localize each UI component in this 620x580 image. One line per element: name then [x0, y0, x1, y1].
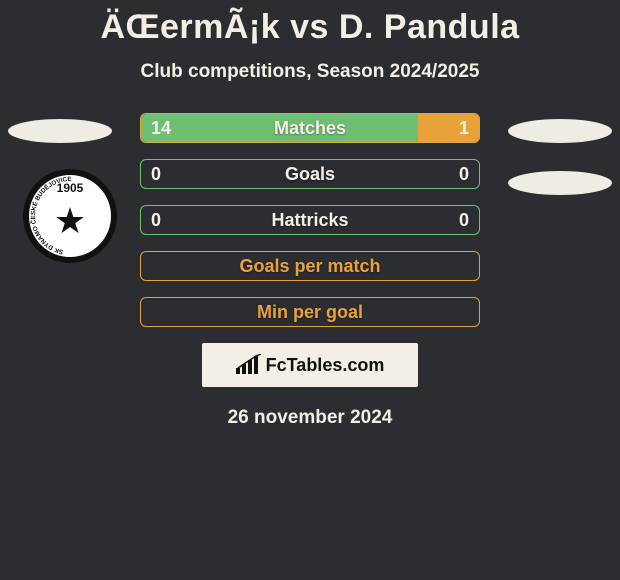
club-badge-ring-text: SK DYNAMO ČESKÉ BUDĚJOVICE: [29, 175, 111, 257]
stat-row-matches: 14 Matches 1: [140, 113, 480, 143]
bars-icon: [236, 354, 262, 376]
stat-row-goals: 0 Goals 0: [140, 159, 480, 189]
stat-value-right: 0: [459, 160, 469, 188]
stat-rows: 14 Matches 1 0 Goals 0 0 Hattricks 0 Goa…: [140, 113, 480, 327]
stat-value-right: 0: [459, 206, 469, 234]
stat-label: Min per goal: [141, 302, 479, 323]
stat-label: Goals: [141, 164, 479, 185]
stat-row-goals-per-match: Goals per match: [140, 251, 480, 281]
brand-text: FcTables.com: [266, 355, 385, 376]
page-subtitle: Club competitions, Season 2024/2025: [0, 61, 620, 83]
comparison-stage: 1905 ★ SK DYNAMO ČESKÉ BUDĚJOVICE 14 Mat…: [0, 113, 620, 429]
club-placeholder-right: [508, 171, 612, 195]
stat-row-min-per-goal: Min per goal: [140, 297, 480, 327]
svg-text:SK DYNAMO ČESKÉ BUDĚJOVICE: SK DYNAMO ČESKÉ BUDĚJOVICE: [29, 176, 72, 255]
brand-box: FcTables.com: [202, 343, 418, 387]
stat-label: Hattricks: [141, 210, 479, 231]
stat-value-right: 1: [459, 114, 469, 142]
avatar-placeholder-right: [508, 119, 612, 143]
stat-row-hattricks: 0 Hattricks 0: [140, 205, 480, 235]
stat-label: Matches: [141, 118, 479, 139]
club-badge-left: 1905 ★ SK DYNAMO ČESKÉ BUDĚJOVICE: [23, 169, 117, 263]
page-title: ÄŒermÃ¡k vs D. Pandula: [0, 0, 620, 47]
stat-label: Goals per match: [141, 256, 479, 277]
avatar-placeholder-left: [8, 119, 112, 143]
date-text: 26 november 2024: [0, 407, 620, 429]
